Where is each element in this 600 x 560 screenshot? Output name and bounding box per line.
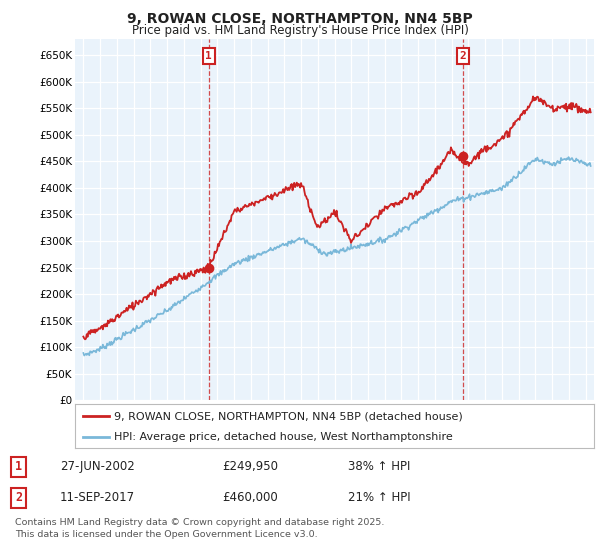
Text: HPI: Average price, detached house, West Northamptonshire: HPI: Average price, detached house, West…	[114, 432, 452, 442]
Text: £460,000: £460,000	[222, 491, 278, 505]
Text: 2: 2	[15, 491, 22, 505]
Text: Contains HM Land Registry data © Crown copyright and database right 2025.
This d: Contains HM Land Registry data © Crown c…	[15, 518, 385, 539]
Text: 11-SEP-2017: 11-SEP-2017	[60, 491, 135, 505]
Text: Price paid vs. HM Land Registry's House Price Index (HPI): Price paid vs. HM Land Registry's House …	[131, 24, 469, 36]
Text: 27-JUN-2002: 27-JUN-2002	[60, 460, 135, 473]
Text: 38% ↑ HPI: 38% ↑ HPI	[348, 460, 410, 473]
Text: 9, ROWAN CLOSE, NORTHAMPTON, NN4 5BP (detached house): 9, ROWAN CLOSE, NORTHAMPTON, NN4 5BP (de…	[114, 411, 463, 421]
Text: 21% ↑ HPI: 21% ↑ HPI	[348, 491, 410, 505]
Text: £249,950: £249,950	[222, 460, 278, 473]
Text: 1: 1	[15, 460, 22, 473]
Text: 2: 2	[460, 51, 467, 61]
Text: 1: 1	[205, 51, 212, 61]
Text: 9, ROWAN CLOSE, NORTHAMPTON, NN4 5BP: 9, ROWAN CLOSE, NORTHAMPTON, NN4 5BP	[127, 12, 473, 26]
